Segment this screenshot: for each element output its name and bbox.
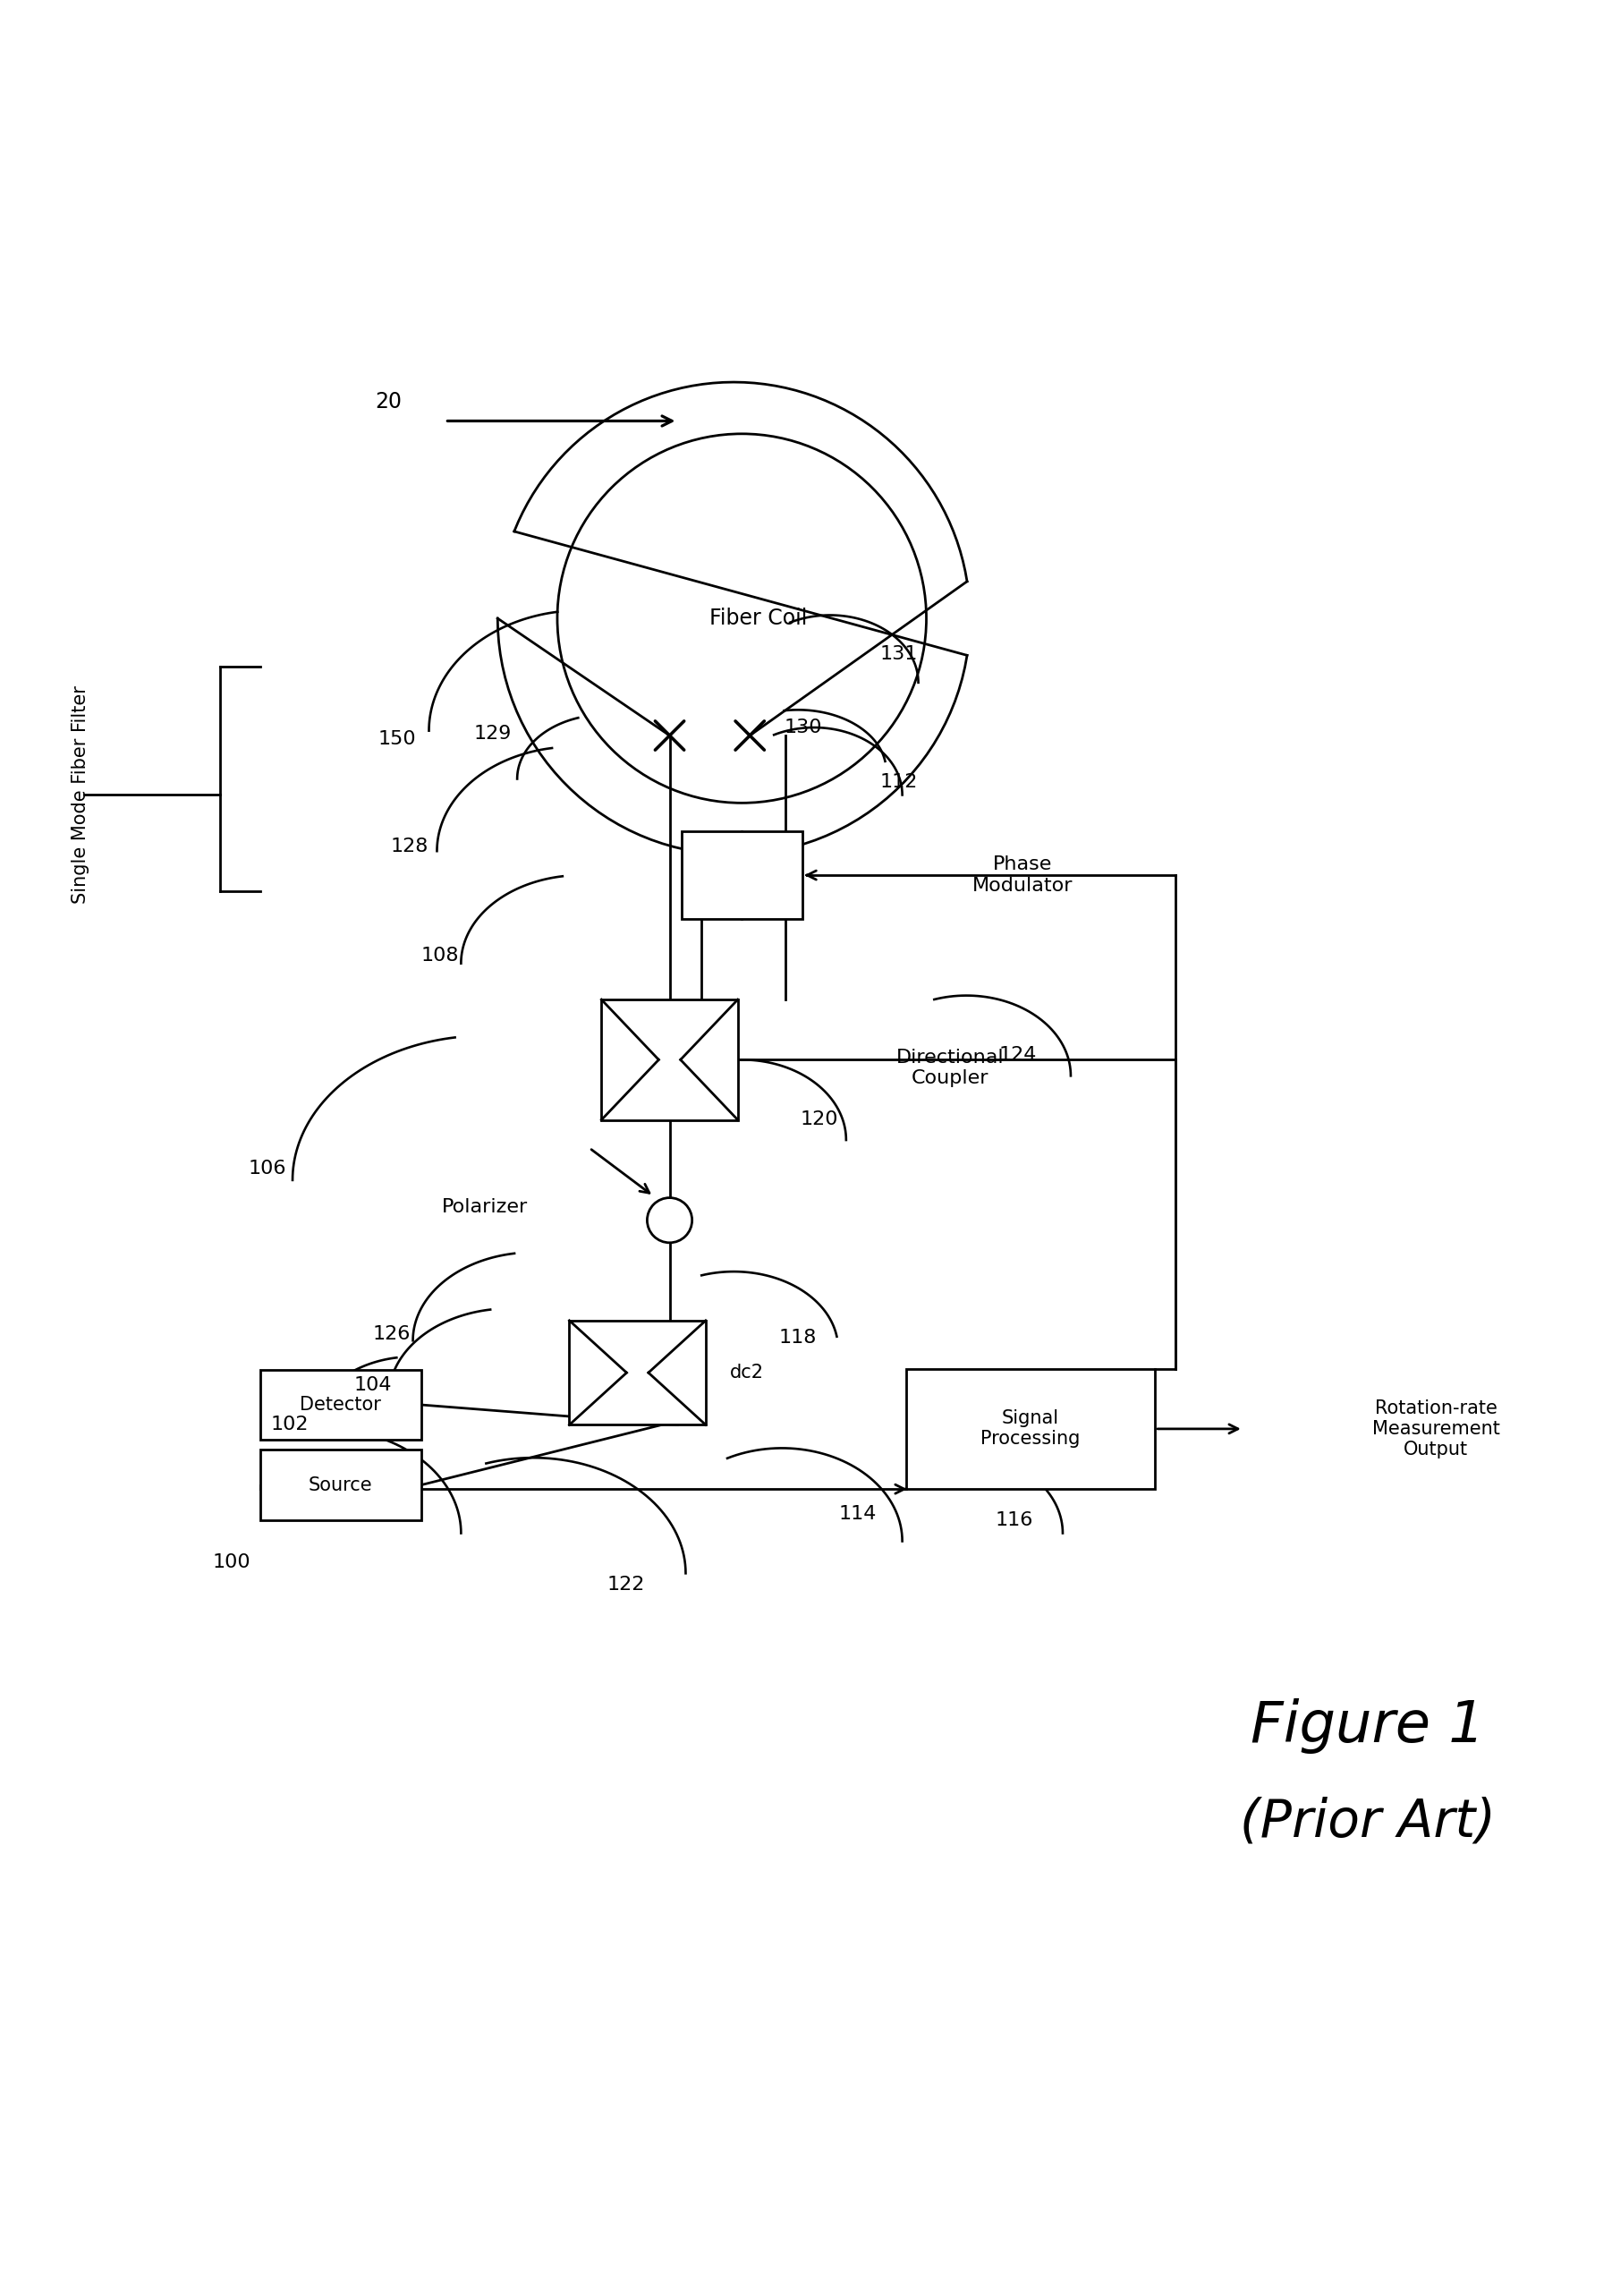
Text: dc2: dc2 <box>730 1364 764 1382</box>
Text: 106: 106 <box>248 1159 285 1178</box>
Text: Single Mode Fiber Filter: Single Mode Fiber Filter <box>73 687 90 905</box>
Text: 116: 116 <box>996 1511 1033 1529</box>
Bar <box>682 831 803 918</box>
Text: Directional
Coupler: Directional Coupler <box>896 1049 1004 1086</box>
Text: 124: 124 <box>999 1047 1037 1063</box>
Text: 150: 150 <box>377 730 416 748</box>
Text: 118: 118 <box>779 1329 817 1345</box>
Text: 114: 114 <box>838 1504 877 1522</box>
Text: (Prior Art): (Prior Art) <box>1240 1795 1496 1848</box>
Text: 128: 128 <box>390 838 429 854</box>
Text: 126: 126 <box>372 1325 411 1343</box>
Text: Fiber Coil: Fiber Coil <box>709 608 806 629</box>
Text: 20: 20 <box>376 390 403 413</box>
Text: Phase
Modulator: Phase Modulator <box>972 856 1074 895</box>
Bar <box>261 1368 421 1440</box>
Text: 112: 112 <box>880 774 917 792</box>
Text: Polarizer: Polarizer <box>442 1199 529 1217</box>
Text: 122: 122 <box>608 1575 645 1593</box>
Text: Detector: Detector <box>300 1396 382 1414</box>
Text: Signal
Processing: Signal Processing <box>980 1410 1080 1449</box>
Text: Source: Source <box>308 1476 372 1495</box>
Text: 129: 129 <box>474 726 513 744</box>
Bar <box>601 999 738 1120</box>
Text: 131: 131 <box>880 645 917 664</box>
Circle shape <box>646 1199 692 1242</box>
Text: Figure 1: Figure 1 <box>1251 1699 1485 1754</box>
Text: 102: 102 <box>271 1414 308 1433</box>
Text: 120: 120 <box>800 1111 838 1127</box>
Bar <box>906 1368 1154 1490</box>
Text: 108: 108 <box>421 946 459 964</box>
Text: 130: 130 <box>783 719 822 737</box>
Bar <box>569 1320 706 1426</box>
Ellipse shape <box>558 434 927 804</box>
Text: 100: 100 <box>213 1552 250 1570</box>
Bar <box>261 1449 421 1520</box>
Text: Rotation-rate
Measurement
Output: Rotation-rate Measurement Output <box>1372 1398 1499 1458</box>
Text: 104: 104 <box>353 1378 392 1394</box>
